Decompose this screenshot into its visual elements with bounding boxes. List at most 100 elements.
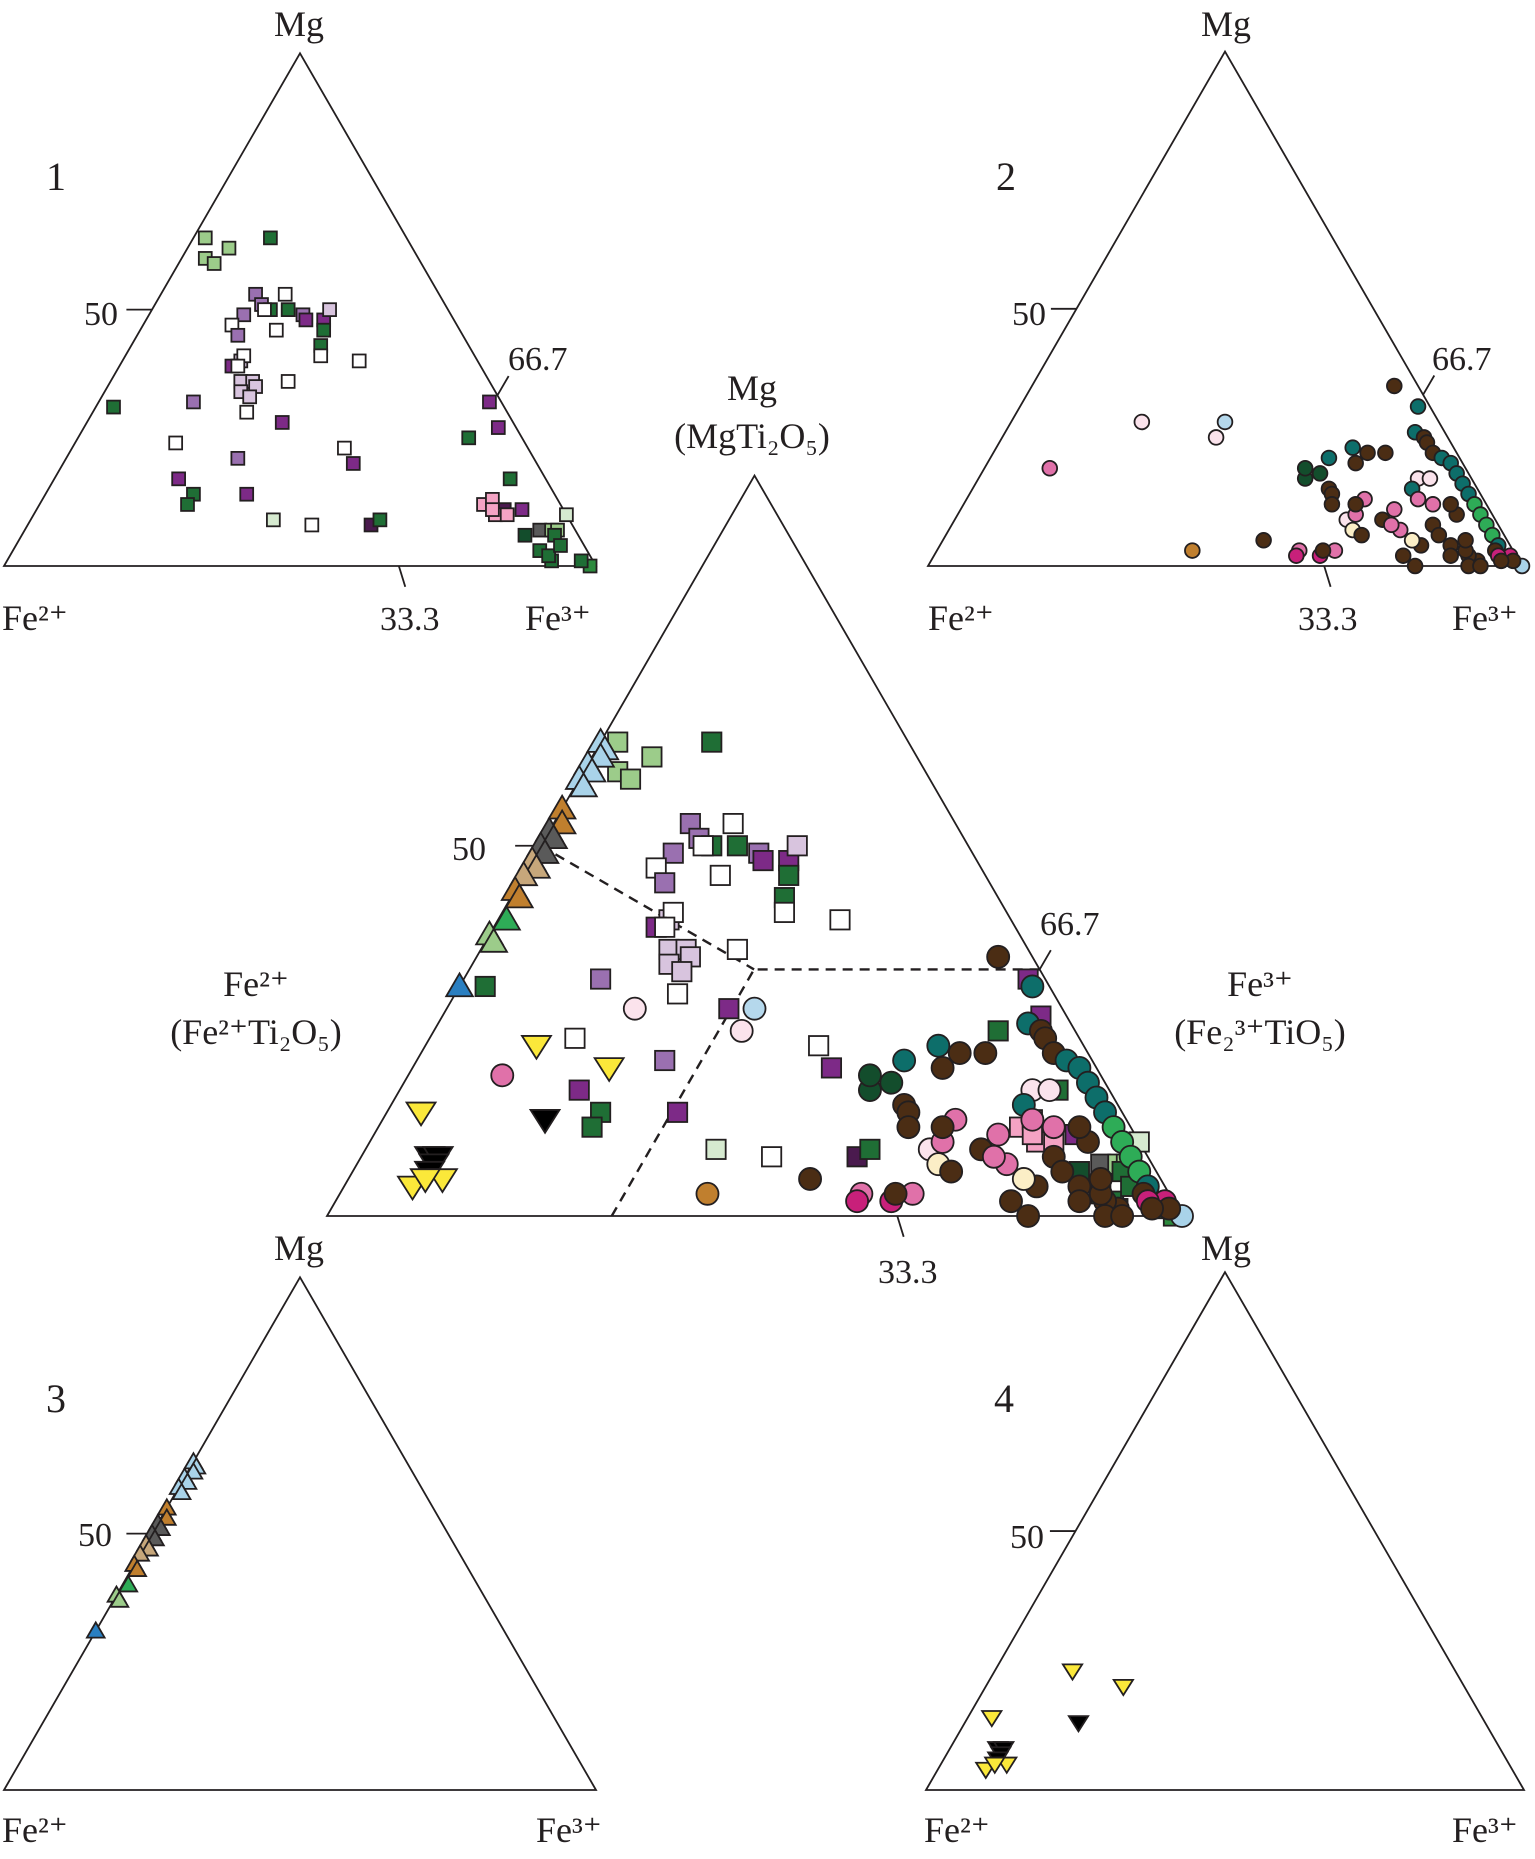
data-point-1-34 [666, 983, 689, 1005]
main-field-boundaries [540, 844, 1040, 1217]
data-point-1-16 [298, 312, 314, 328]
data-point-2-69 [930, 1115, 955, 1140]
data-point-2-41 [930, 1055, 955, 1080]
data-point-2-38 [973, 1041, 998, 1066]
tick-66-7 [496, 375, 510, 396]
data-point-1-40 [345, 456, 361, 471]
data-point-3-22 [444, 971, 475, 998]
data-point-4-1 [1061, 1663, 1084, 1682]
data-point-1-4 [206, 256, 222, 271]
data-point-1-19 [316, 322, 332, 338]
panel-4-frame [924, 1270, 1526, 1791]
data-point-2-1 [1386, 377, 1403, 395]
data-point-2-57 [1383, 516, 1400, 534]
data-point-1-48 [180, 497, 195, 512]
data-point-2-58 [1011, 1167, 1036, 1191]
data-point-2-40 [1344, 439, 1361, 456]
data-point-4-2 [593, 1057, 626, 1083]
data-point-4-11 [409, 1168, 442, 1194]
data-point-1-59 [485, 502, 500, 517]
data-point-3-7 [568, 771, 599, 798]
panel-3-number: 3 [46, 1376, 66, 1421]
data-point-1-9 [236, 307, 252, 323]
data-point-2-74 [1133, 413, 1151, 431]
main-markers [396, 727, 1194, 1228]
data-point-1-22 [268, 322, 284, 338]
data-point-1-8 [277, 286, 293, 302]
panel-1-tick-label-66-7: 66.7 [508, 341, 568, 378]
field-boundary-1 [540, 844, 755, 971]
tick-33-3 [398, 565, 407, 588]
data-point-3-18 [126, 1559, 148, 1577]
data-point-2-57 [981, 1144, 1006, 1169]
main-right-formula: (Fe₂³⁺TiO₅) [1174, 1012, 1346, 1052]
data-point-3-21 [109, 1589, 130, 1608]
data-point-2-54 [986, 1122, 1011, 1147]
panel-2-tick-label-66-7: 66.7 [1432, 341, 1492, 378]
data-point-2-32 [1067, 1115, 1092, 1140]
data-point-1-2 [641, 746, 663, 768]
panel-4-tick-label-50: 50 [1010, 1519, 1044, 1556]
panel-2-ternary: 2 Mg Fe²⁺ Fe³⁺ 50 66.7 33.3 [926, 4, 1531, 638]
data-point-2-38 [1377, 444, 1394, 462]
data-point-1-41 [474, 975, 496, 998]
data-point-1-5 [263, 230, 278, 246]
data-point-2-71 [1353, 526, 1370, 544]
data-point-1-31 [671, 961, 693, 983]
panel-4-left-label: Fe²⁺ [924, 1810, 990, 1850]
data-point-4-4 [1067, 1715, 1090, 1734]
data-point-1-60 [514, 502, 530, 517]
panel-1-tick-label-33-3: 33.3 [380, 601, 440, 638]
data-point-2-45 [1296, 460, 1314, 477]
data-point-1-37 [168, 435, 184, 451]
data-point-4-2 [1112, 1679, 1135, 1697]
data-point-1-52 [859, 1138, 881, 1160]
data-point-2-39 [1359, 444, 1376, 462]
data-point-1-69 [517, 527, 533, 543]
main-right-label: Fe³⁺ [1227, 964, 1293, 1004]
data-point-2-68 [1184, 542, 1201, 559]
panel-3-markers [85, 1451, 207, 1639]
data-point-3-19 [491, 904, 522, 931]
main-top-formula: (MgTi₂O₅) [674, 416, 830, 456]
data-point-1-71 [553, 538, 568, 553]
data-point-2-52 [1020, 1107, 1045, 1132]
data-point-2-42 [892, 1048, 917, 1073]
tick-33-3 [896, 1215, 905, 1238]
data-point-1-32 [726, 938, 748, 960]
data-point-2-34 [1050, 1159, 1075, 1184]
data-point-2-72 [1216, 413, 1234, 431]
main-tick-label-33-3: 33.3 [878, 1254, 938, 1291]
data-point-1-11 [692, 835, 714, 857]
data-point-2-41 [1347, 454, 1364, 472]
data-point-1-18 [786, 835, 808, 857]
main-tick-label-50: 50 [452, 831, 486, 868]
panel-3-right-label: Fe³⁺ [536, 1810, 602, 1850]
data-point-1-46 [987, 1020, 1009, 1042]
panel-1-number: 1 [46, 154, 66, 199]
data-point-1-19 [778, 864, 800, 886]
data-point-1-38 [654, 1049, 676, 1072]
data-point-1-26 [654, 916, 676, 938]
data-point-1-36 [718, 998, 740, 1020]
main-left-label: Fe²⁺ [223, 964, 289, 1004]
data-point-3-7 [171, 1482, 193, 1501]
main-top-label: Mg [727, 368, 777, 408]
panel-4-right-label: Fe³⁺ [1452, 1810, 1518, 1850]
data-point-1-38 [230, 450, 246, 466]
data-point-1-21 [773, 901, 795, 923]
data-point-2-26 [1088, 1167, 1113, 1191]
panel-2-top-label: Mg [1201, 4, 1251, 44]
data-point-2-28 [1442, 547, 1459, 564]
main-tick-label-66-7: 66.7 [1040, 906, 1100, 943]
data-point-2-1 [986, 944, 1011, 969]
data-point-1-49 [266, 512, 281, 528]
data-point-2-36 [999, 1189, 1023, 1214]
panel-2-left-label: Fe²⁺ [928, 598, 994, 638]
data-point-1-50 [761, 1146, 783, 1168]
data-point-2-32 [1442, 496, 1459, 513]
data-point-2-39 [947, 1041, 972, 1066]
data-point-2-66 [845, 1189, 870, 1214]
